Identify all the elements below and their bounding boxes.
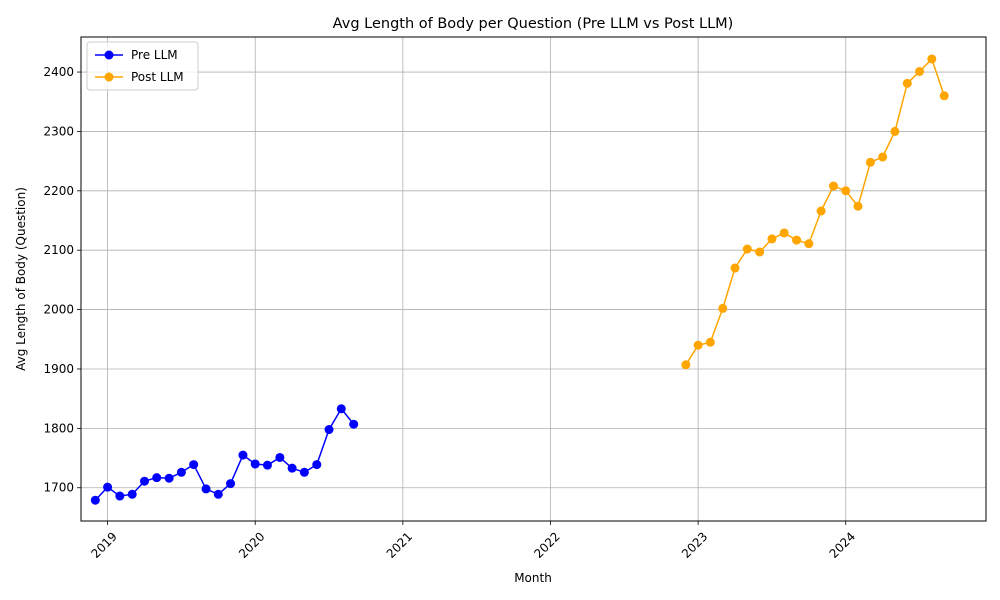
data-point-post-llm-9: [792, 235, 802, 245]
data-point-pre-llm-7: [176, 467, 186, 477]
data-point-pre-llm-12: [238, 450, 248, 460]
data-point-pre-llm-10: [213, 489, 223, 499]
data-point-post-llm-18: [902, 78, 912, 88]
series-pre-llm: [90, 404, 359, 505]
series-line-post-llm: [685, 58, 945, 366]
y-tick-label-1900: 1900: [43, 362, 74, 376]
data-point-post-llm-17: [890, 126, 900, 136]
data-point-post-llm-5: [742, 244, 752, 254]
data-point-post-llm-6: [755, 247, 765, 257]
data-point-pre-llm-4: [139, 476, 149, 486]
data-point-post-llm-1: [693, 340, 703, 350]
y-tick-label-2100: 2100: [43, 243, 74, 257]
y-tick-label-1800: 1800: [43, 421, 74, 435]
data-point-post-llm-21: [939, 91, 949, 101]
series-layer: [90, 54, 949, 505]
data-point-pre-llm-6: [164, 473, 174, 483]
data-point-pre-llm-11: [226, 479, 236, 489]
data-point-post-llm-4: [730, 263, 740, 273]
data-point-pre-llm-20: [336, 404, 346, 414]
data-point-pre-llm-14: [262, 460, 272, 470]
x-axis-label: Month: [514, 571, 552, 585]
data-point-post-llm-3: [718, 303, 728, 313]
legend-label-post-llm: Post LLM: [131, 70, 184, 84]
data-point-pre-llm-16: [287, 463, 297, 473]
data-point-pre-llm-13: [250, 459, 260, 469]
data-point-post-llm-10: [804, 239, 814, 249]
data-point-post-llm-19: [915, 66, 925, 76]
data-point-pre-llm-3: [127, 489, 137, 499]
data-point-post-llm-14: [853, 201, 863, 211]
series-post-llm: [681, 54, 949, 370]
y-tick-label-2300: 2300: [43, 124, 74, 138]
chart-title: Avg Length of Body per Question (Pre LLM…: [333, 16, 734, 32]
data-point-post-llm-11: [816, 206, 826, 216]
legend-label-pre-llm: Pre LLM: [131, 48, 178, 62]
data-point-pre-llm-19: [324, 425, 334, 435]
data-point-pre-llm-1: [103, 482, 113, 492]
data-point-pre-llm-21: [349, 419, 359, 429]
data-point-pre-llm-5: [152, 473, 162, 483]
data-point-post-llm-12: [828, 181, 838, 191]
data-point-pre-llm-17: [299, 467, 309, 477]
y-axis-label: Avg Length of Body (Question): [14, 187, 28, 371]
data-point-pre-llm-0: [90, 495, 100, 505]
y-tick-label-2400: 2400: [43, 65, 74, 79]
legend-marker-post-llm: [104, 72, 114, 82]
data-point-post-llm-7: [767, 234, 777, 244]
series-line-pre-llm: [94, 408, 355, 501]
y-tick-label-2200: 2200: [43, 184, 74, 198]
data-point-pre-llm-18: [312, 460, 322, 470]
data-point-post-llm-15: [865, 157, 875, 167]
data-point-pre-llm-8: [189, 460, 199, 470]
data-point-pre-llm-2: [115, 491, 125, 501]
legend: Pre LLM Post LLM: [86, 41, 199, 91]
data-point-post-llm-16: [878, 152, 888, 162]
data-point-post-llm-13: [841, 186, 851, 196]
data-point-post-llm-8: [779, 228, 789, 238]
data-point-post-llm-0: [681, 360, 691, 370]
y-tick-label-2000: 2000: [43, 303, 74, 317]
grid: [81, 37, 986, 521]
data-point-post-llm-2: [705, 337, 715, 347]
legend-box: [86, 41, 199, 91]
data-point-pre-llm-15: [275, 452, 285, 462]
y-tick-label-1700: 1700: [43, 481, 74, 495]
data-point-post-llm-20: [927, 54, 937, 64]
plot-frame: [80, 36, 987, 522]
data-point-pre-llm-9: [201, 484, 211, 494]
legend-marker-pre-llm: [104, 50, 114, 60]
